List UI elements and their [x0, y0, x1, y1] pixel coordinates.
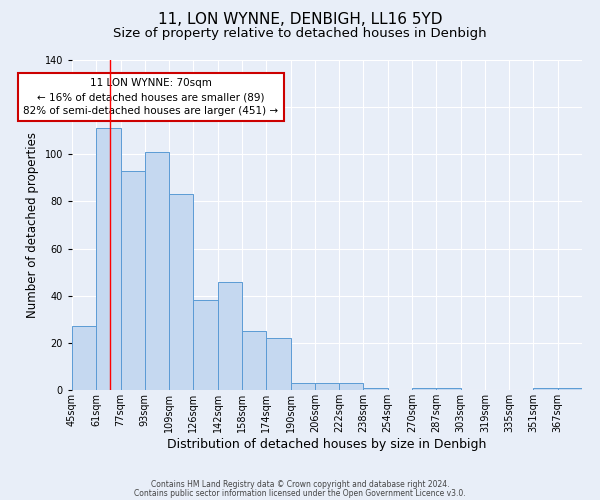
Bar	[242, 331, 266, 390]
Bar	[218, 282, 242, 390]
Bar	[266, 338, 290, 390]
Text: 11, LON WYNNE, DENBIGH, LL16 5YD: 11, LON WYNNE, DENBIGH, LL16 5YD	[158, 12, 442, 28]
Bar	[412, 388, 436, 390]
Bar	[96, 128, 121, 390]
Bar	[436, 388, 461, 390]
Bar	[533, 388, 558, 390]
Text: Contains HM Land Registry data © Crown copyright and database right 2024.: Contains HM Land Registry data © Crown c…	[151, 480, 449, 489]
Bar	[364, 388, 388, 390]
X-axis label: Distribution of detached houses by size in Denbigh: Distribution of detached houses by size …	[167, 438, 487, 451]
Text: Size of property relative to detached houses in Denbigh: Size of property relative to detached ho…	[113, 28, 487, 40]
Text: 11 LON WYNNE: 70sqm
← 16% of detached houses are smaller (89)
82% of semi-detach: 11 LON WYNNE: 70sqm ← 16% of detached ho…	[23, 78, 278, 116]
Bar	[169, 194, 193, 390]
Bar	[315, 383, 339, 390]
Bar	[339, 383, 364, 390]
Bar	[558, 388, 582, 390]
Bar	[290, 383, 315, 390]
Y-axis label: Number of detached properties: Number of detached properties	[26, 132, 39, 318]
Text: Contains public sector information licensed under the Open Government Licence v3: Contains public sector information licen…	[134, 488, 466, 498]
Bar	[145, 152, 169, 390]
Bar	[121, 171, 145, 390]
Bar	[193, 300, 218, 390]
Bar	[72, 326, 96, 390]
